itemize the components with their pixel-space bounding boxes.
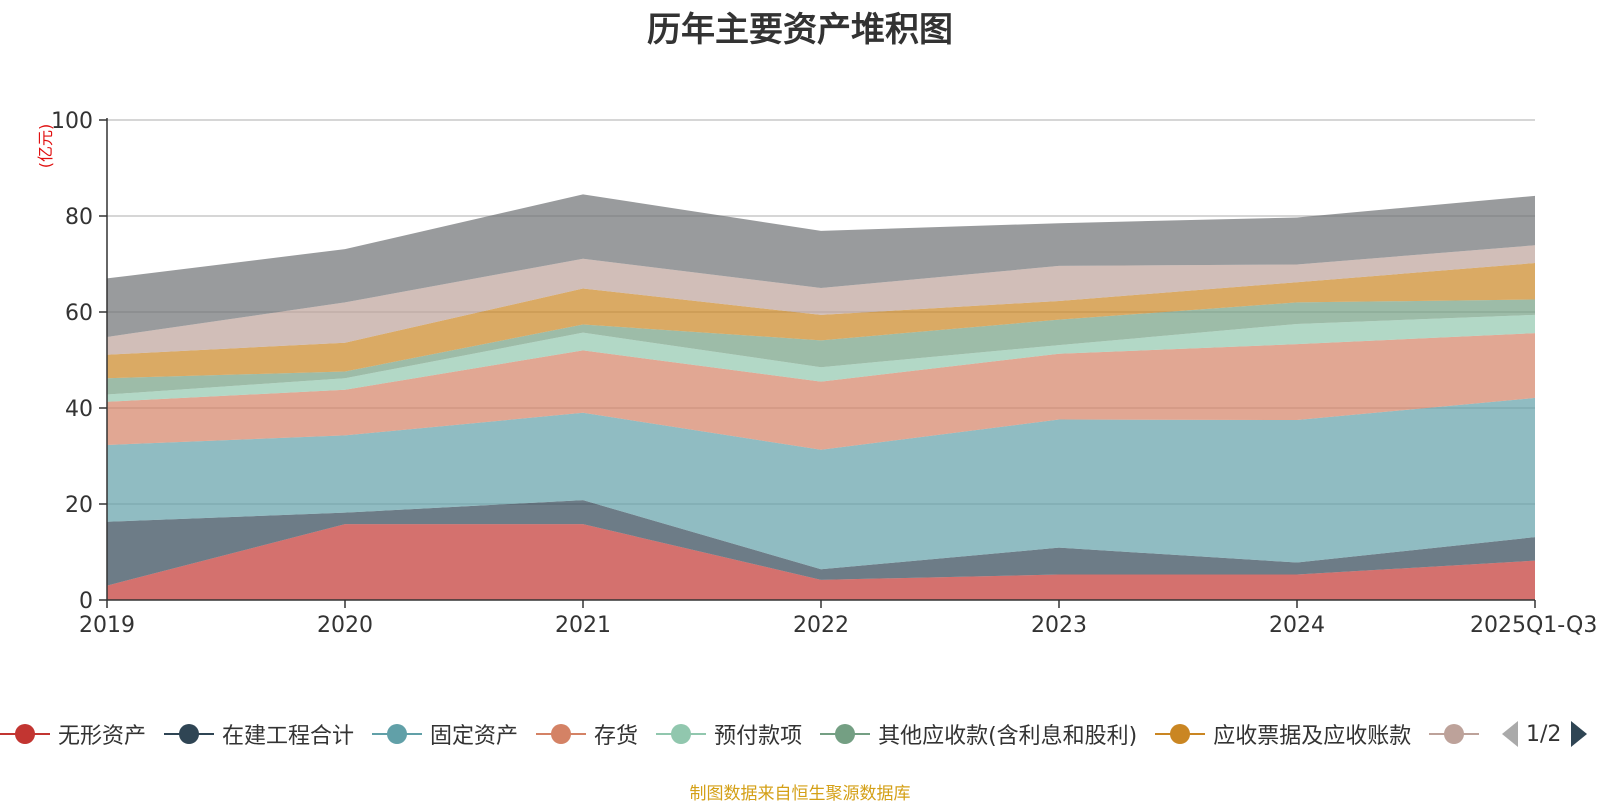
legend-marker-icon bbox=[1429, 724, 1480, 744]
legend-marker-icon bbox=[820, 724, 871, 744]
legend: 无形资产 在建工程合计 固定资产 存货 预付款项 其他应收款(含利息和股利) 应收票据及应收… bbox=[0, 714, 1600, 754]
legend-label: 在建工程合计 bbox=[222, 724, 355, 749]
chart-area: 0 20 40 60 80 100 2019 2020 2021 2022 2023 2024 2025… bbox=[36, 109, 1597, 638]
legend-marker-icon bbox=[164, 724, 215, 744]
legend-label: 预付款项 bbox=[714, 724, 803, 749]
legend-item[interactable]: 应收票据及应收账款 bbox=[1155, 714, 1411, 754]
y-tick-label: 100 bbox=[51, 109, 93, 134]
area-series-2 bbox=[107, 397, 1535, 570]
x-tick-label: 2022 bbox=[793, 613, 849, 638]
legend-marker-icon bbox=[0, 724, 50, 744]
legend-item[interactable]: 其他资产 bbox=[1429, 714, 1482, 754]
x-tick-label: 2024 bbox=[1269, 613, 1325, 638]
area-series-6 bbox=[107, 263, 1535, 379]
legend-label: 应收票据及应收账款 bbox=[1213, 724, 1412, 749]
x-tick-label: 2021 bbox=[555, 613, 611, 638]
legend-marker-icon bbox=[372, 724, 423, 744]
legend-item[interactable]: 其他应收款(含利息和股利) bbox=[820, 714, 1137, 754]
y-tick-label: 0 bbox=[79, 589, 93, 614]
legend-pager: 1/2 bbox=[1500, 714, 1600, 754]
legend-marker-icon bbox=[536, 724, 587, 744]
legend-label: 固定资产 bbox=[430, 724, 519, 749]
x-tick-label: 2019 bbox=[79, 613, 135, 638]
y-unit-label: (亿元) bbox=[36, 124, 55, 169]
source-note: 制图数据来自恒生聚源数据库 bbox=[689, 784, 911, 804]
legend-item[interactable]: 固定资产 bbox=[372, 714, 518, 754]
legend-label: 存货 bbox=[594, 724, 639, 749]
legend-items: 无形资产 在建工程合计 固定资产 存货 预付款项 其他应收款(含利息和股利) 应收票据及应收… bbox=[0, 714, 1482, 754]
area-series-0 bbox=[107, 524, 1535, 600]
x-tick-label: 2020 bbox=[317, 613, 373, 638]
x-tick-label: 2025Q1-Q3 bbox=[1470, 613, 1597, 638]
legend-item[interactable]: 预付款项 bbox=[656, 714, 802, 754]
area-series-4 bbox=[107, 314, 1535, 402]
area-series-8 bbox=[107, 194, 1535, 337]
y-tick-label: 20 bbox=[65, 493, 93, 518]
chart-title: 历年主要资产堆积图 bbox=[647, 10, 953, 50]
area-series-7 bbox=[107, 245, 1535, 355]
legend-prev-icon[interactable] bbox=[1500, 719, 1520, 749]
area-series-3 bbox=[107, 333, 1535, 450]
x-tick-label: 2023 bbox=[1031, 613, 1087, 638]
y-tick-label: 40 bbox=[65, 397, 93, 422]
legend-item[interactable]: 在建工程合计 bbox=[164, 714, 354, 754]
legend-label: 其他应收款(含利息和股利) bbox=[878, 724, 1138, 749]
legend-next-icon[interactable] bbox=[1569, 719, 1589, 749]
y-tick-label: 60 bbox=[65, 301, 93, 326]
legend-item[interactable]: 无形资产 bbox=[0, 714, 146, 754]
area-series-1 bbox=[107, 500, 1535, 586]
y-tick-label: 80 bbox=[65, 205, 93, 230]
legend-item[interactable]: 存货 bbox=[536, 714, 638, 754]
area-series bbox=[107, 194, 1535, 600]
legend-page-indicator: 1/2 bbox=[1526, 721, 1562, 747]
legend-marker-icon bbox=[656, 724, 707, 744]
legend-label: 无形资产 bbox=[58, 724, 147, 749]
area-series-5 bbox=[107, 299, 1535, 395]
legend-marker-icon bbox=[1155, 724, 1206, 744]
axes: 0 20 40 60 80 100 2019 2020 2021 2022 2023 2024 2025… bbox=[51, 109, 1597, 638]
